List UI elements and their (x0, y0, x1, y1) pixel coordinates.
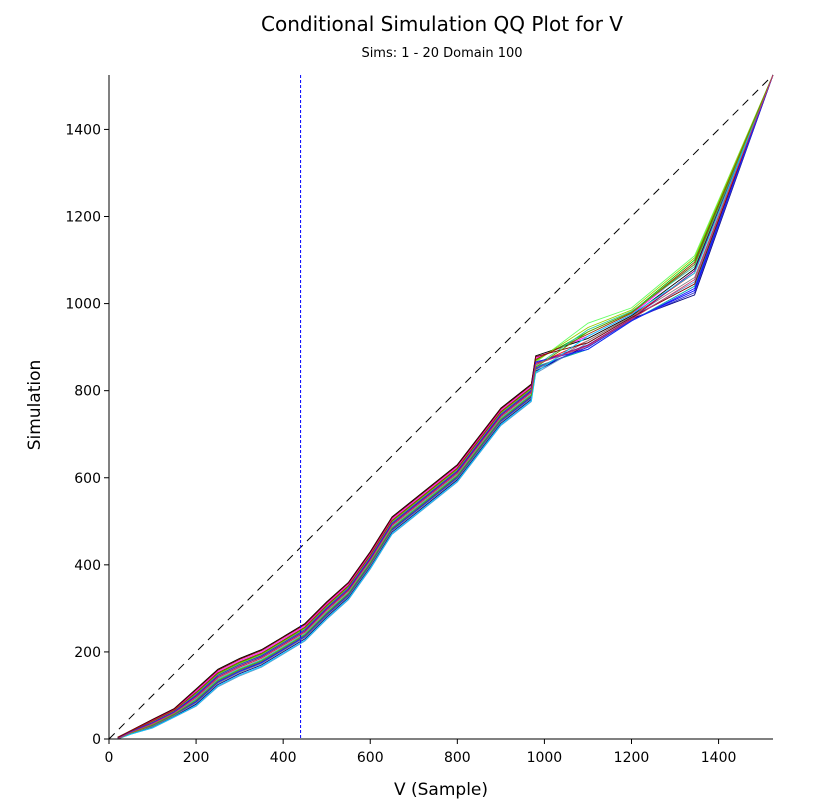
y-tick-label: 600 (74, 471, 101, 487)
series-line-14 (117, 74, 774, 740)
series-line-4 (117, 74, 774, 739)
x-tick-label: 600 (357, 750, 384, 766)
series-line-3 (117, 74, 774, 740)
chart-subtitle: Sims: 1 - 20 Domain 100 (361, 46, 523, 61)
series-line-6 (117, 74, 774, 740)
x-tick-label: 800 (444, 750, 471, 766)
series-line-17 (117, 74, 774, 740)
series-line-18 (117, 74, 774, 740)
x-tick-label: 1000 (527, 750, 563, 766)
series-line-8 (117, 74, 774, 738)
series-line-7 (117, 74, 774, 740)
x-tick-label: 1200 (614, 750, 650, 766)
series-line-20 (117, 74, 774, 740)
series-line-11 (117, 74, 774, 740)
reference-line (108, 74, 774, 740)
y-tick-label: 0 (92, 732, 101, 748)
series-line-15 (117, 74, 774, 740)
x-tick-label: 400 (270, 750, 297, 766)
series-line-5 (117, 74, 774, 740)
x-tick-label: 200 (183, 750, 210, 766)
y-tick-label: 1200 (65, 210, 101, 226)
series-line-19 (117, 74, 774, 740)
chart-title: Conditional Simulation QQ Plot for V (261, 12, 623, 36)
y-tick-label: 400 (74, 558, 101, 574)
x-tick-label: 0 (105, 750, 114, 766)
series-line-9 (117, 74, 774, 740)
y-tick-label: 1000 (65, 297, 101, 313)
y-tick-label: 200 (74, 645, 101, 661)
series-line-13 (117, 74, 774, 740)
x-tick-label: 1400 (701, 750, 737, 766)
x-axis-label: V (Sample) (393, 780, 489, 800)
series-line-12 (117, 74, 774, 739)
series-line-10 (117, 74, 774, 739)
series-line-2 (117, 74, 774, 739)
series-line-16 (117, 74, 774, 738)
y-tick-label: 1400 (65, 122, 101, 138)
y-tick-label: 800 (74, 384, 101, 400)
series-line-1 (117, 74, 774, 740)
